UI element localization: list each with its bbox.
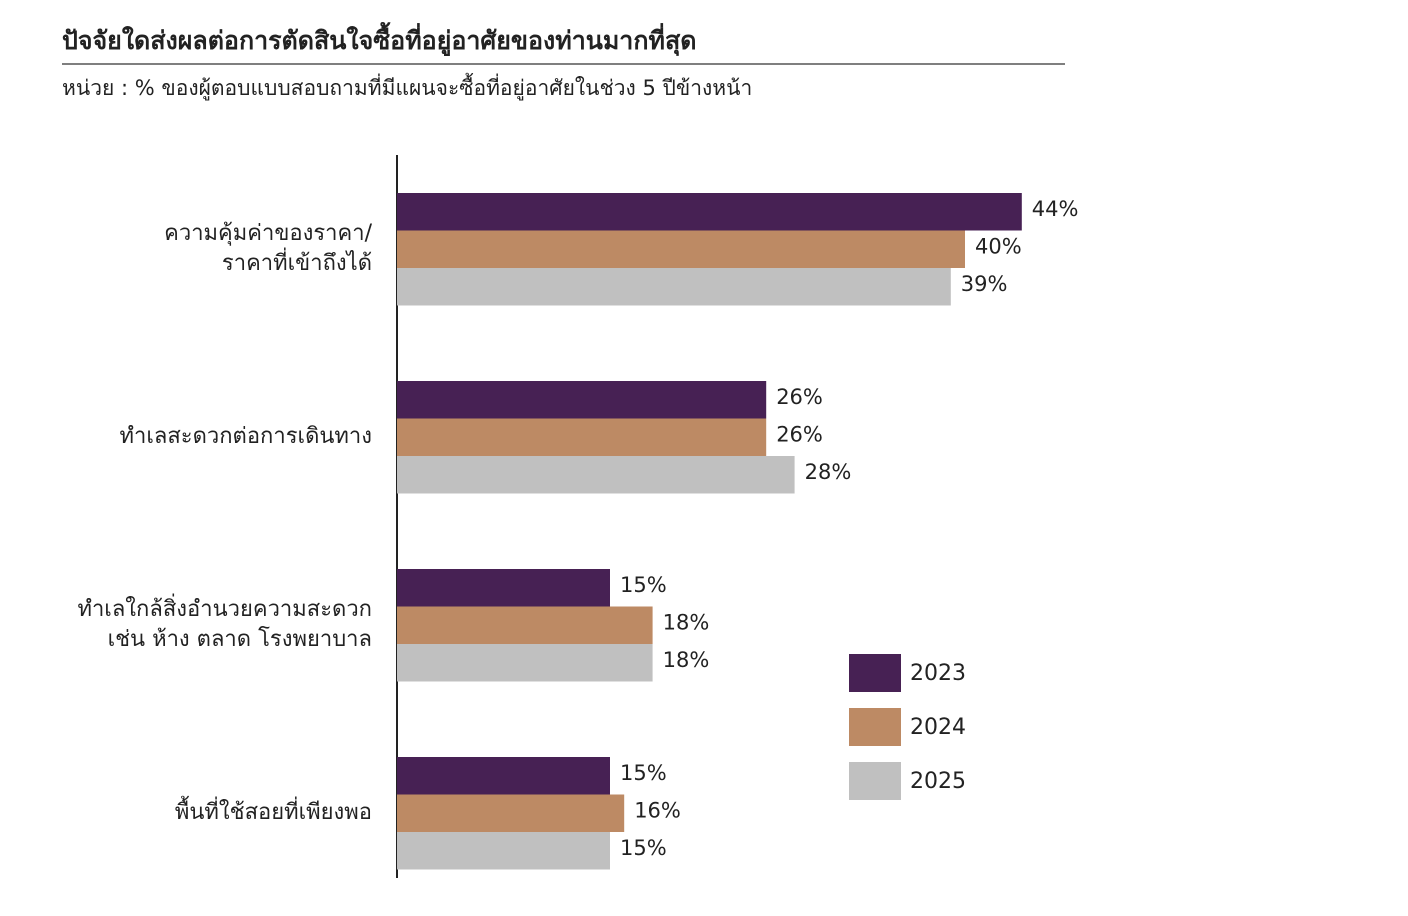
- value-label: 15%: [620, 761, 667, 785]
- category-label: พื้นที่ใช้สอยที่เพียงพอ: [174, 800, 372, 826]
- bar: [397, 456, 795, 494]
- bar: [397, 832, 610, 870]
- bar: [397, 268, 951, 306]
- legend-swatch: [849, 708, 901, 746]
- chart-title: ปัจจัยใดส่งผลต่อการตัดสินใจซื้อที่อยู่อา…: [62, 21, 696, 57]
- bar: [397, 644, 653, 682]
- value-label: 18%: [663, 610, 710, 634]
- value-label: 16%: [634, 798, 681, 822]
- legend-label: 2023: [910, 661, 966, 686]
- value-label: 15%: [620, 573, 667, 597]
- legend-label: 2025: [910, 769, 966, 794]
- bar: [397, 193, 1022, 231]
- value-label: 26%: [776, 385, 823, 409]
- bar: [397, 757, 610, 795]
- value-label: 15%: [620, 836, 667, 860]
- category-label: ทำเลใกล้สิ่งอำนวยความสะดวก เช่น ห้าง ตลา…: [77, 597, 372, 653]
- chart-subtitle: หน่วย : % ของผู้ตอบแบบสอบถามที่มีแผนจะซื…: [62, 73, 752, 101]
- category-label: ทำเลสะดวกต่อการเดินทาง: [119, 424, 373, 450]
- value-label: 26%: [776, 422, 823, 446]
- value-label: 28%: [805, 460, 852, 484]
- bar: [397, 230, 965, 268]
- legend-swatch: [849, 762, 901, 800]
- bar: [397, 569, 610, 607]
- value-label: 40%: [975, 234, 1022, 258]
- bar: [397, 606, 653, 644]
- bar: [397, 381, 767, 419]
- category-label: ความคุ้มค่าของราคา/ ราคาที่เข้าถึงได้: [164, 221, 372, 277]
- bar: [397, 418, 767, 456]
- legend-label: 2024: [910, 715, 966, 740]
- bar: [397, 794, 625, 832]
- value-label: 39%: [961, 272, 1008, 296]
- value-label: 44%: [1032, 197, 1079, 221]
- legend-swatch: [849, 654, 901, 692]
- value-label: 18%: [663, 648, 710, 672]
